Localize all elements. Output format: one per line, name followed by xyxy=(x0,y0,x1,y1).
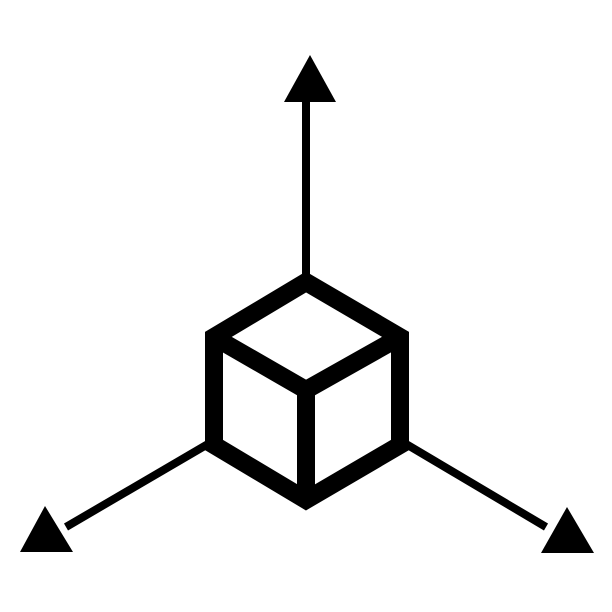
y-axis-arrowhead-icon xyxy=(541,507,594,553)
cube-icon xyxy=(205,271,409,511)
x-axis-arrowhead-icon xyxy=(20,506,73,552)
z-axis-arrowhead-icon xyxy=(284,55,336,102)
y-axis-line xyxy=(403,440,549,531)
x-axis-line xyxy=(63,440,211,531)
